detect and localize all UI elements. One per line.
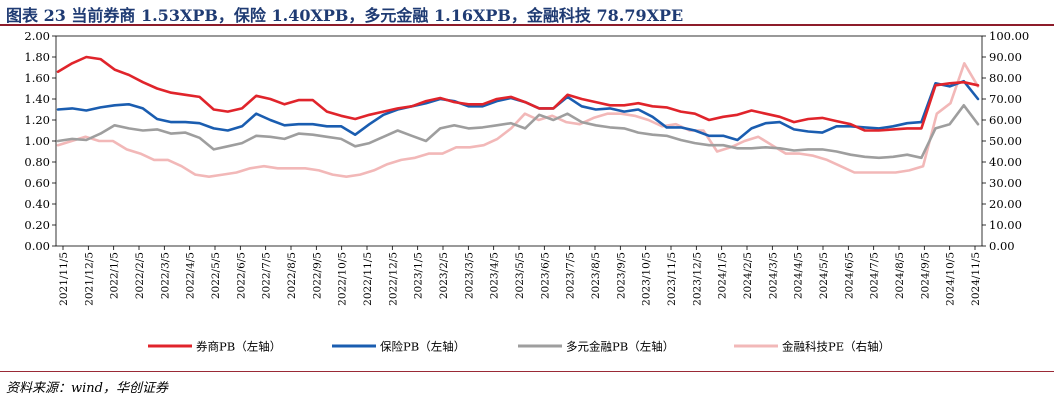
x-tick-label: 2023/6/5 — [539, 252, 551, 299]
x-tick-label: 2024/8/5 — [894, 252, 906, 299]
legend: 券商PB（左轴） 保险PB（左轴） 多元金融PB（左轴） 金融科技PE（右轴） — [148, 340, 890, 354]
y-right-tick-label: 70.00 — [989, 92, 1022, 106]
x-tick-label: 2023/8/5 — [590, 252, 602, 299]
x-tick-label: 2022/5/5 — [210, 252, 222, 299]
x-tick-label: 2024/1/5 — [717, 252, 729, 299]
y-left-tick-label: 1.60 — [24, 71, 50, 85]
y-left-tick-label: 0.20 — [24, 218, 50, 232]
x-tick-label: 2022/11/5 — [362, 252, 374, 306]
x-tick-label: 2024/5/5 — [818, 252, 830, 299]
legend-label: 金融科技PE（右轴） — [782, 340, 890, 354]
y-left-tick-label: 0.40 — [24, 197, 50, 211]
plot-border — [55, 35, 983, 247]
series-line-多元金融PB — [56, 104, 980, 160]
series-line-金融科技PE — [56, 61, 980, 178]
x-tick-label: 2024/9/5 — [919, 252, 931, 299]
x-tick-label: 2022/8/5 — [286, 252, 298, 299]
y-left-tick-label: 2.00 — [24, 29, 50, 43]
y-left-tick-label: 1.40 — [24, 92, 50, 106]
x-tick-label: 2023/11/5 — [666, 252, 678, 306]
x-tick-label: 2021/12/5 — [83, 252, 95, 306]
y-right-tick-label: 30.00 — [989, 176, 1022, 190]
x-tick-label: 2023/9/5 — [615, 252, 627, 299]
y-right-tick-label: 90.00 — [989, 50, 1022, 64]
y-axis-left: 0.00 0.20 0.40 0.60 0.80 1.00 1.20 1.40 1.60 1.80… — [24, 29, 56, 253]
chart-title: 图表 23 当前券商 1.53XPB，保险 1.40XPB，多元金融 1.16X… — [6, 6, 684, 25]
y-left-tick-label: 0.80 — [24, 155, 50, 169]
x-tick-label: 2024/11/5 — [970, 252, 982, 306]
series-line-保险PB — [56, 79, 980, 142]
x-tick-label: 2021/11/5 — [58, 252, 70, 306]
y-right-tick-label: 20.00 — [989, 197, 1022, 211]
y-left-tick-label: 1.80 — [24, 50, 50, 64]
legend-label: 多元金融PB（左轴） — [566, 340, 674, 354]
x-tick-label: 2024/10/5 — [945, 252, 957, 306]
y-right-tick-label: 40.00 — [989, 155, 1022, 169]
y-right-tick-label: 100.00 — [989, 29, 1029, 43]
plot-frame — [55, 35, 983, 247]
series-line-券商PB — [56, 55, 980, 132]
x-tick-label: 2023/4/5 — [489, 252, 501, 299]
y-left-tick-label: 1.00 — [24, 134, 50, 148]
x-tick-label: 2022/9/5 — [311, 252, 323, 299]
x-tick-label: 2022/12/5 — [387, 252, 399, 306]
y-left-tick-label: 1.20 — [24, 113, 50, 127]
series-layer — [56, 55, 980, 178]
legend-label: 券商PB（左轴） — [196, 340, 281, 354]
legend-label: 保险PB（左轴） — [380, 340, 465, 354]
y-right-tick-label: 80.00 — [989, 71, 1022, 85]
y-left-tick-label: 0.00 — [24, 239, 50, 253]
x-tick-label: 2023/12/5 — [691, 252, 703, 306]
x-tick-label: 2023/10/5 — [641, 252, 653, 306]
y-right-tick-label: 0.00 — [989, 239, 1015, 253]
x-tick-label: 2024/7/5 — [869, 252, 881, 299]
x-tick-label: 2023/1/5 — [413, 252, 425, 299]
x-tick-label: 2022/2/5 — [134, 252, 146, 299]
x-tick-label: 2022/10/5 — [337, 252, 349, 306]
x-tick-label: 2022/6/5 — [235, 252, 247, 299]
y-right-tick-label: 10.00 — [989, 218, 1022, 232]
x-tick-label: 2022/1/5 — [109, 252, 121, 299]
x-tick-label: 2023/2/5 — [438, 252, 450, 299]
source-divider — [0, 371, 1054, 372]
x-tick-label: 2024/2/5 — [742, 252, 754, 299]
y-axis-right: 0.00 10.00 20.00 30.00 40.00 50.00 60.00 70.00 8… — [982, 29, 1029, 253]
x-tick-label: 2023/5/5 — [514, 252, 526, 299]
x-tick-label: 2024/3/5 — [767, 252, 779, 299]
x-tick-label: 2024/6/5 — [843, 252, 855, 299]
x-tick-label: 2022/4/5 — [185, 252, 197, 299]
x-axis: 2021/11/5 2021/12/5 2022/1/5 2022/2/5 2022/3… — [58, 246, 982, 306]
x-tick-label: 2022/7/5 — [261, 252, 273, 299]
x-tick-label: 2022/3/5 — [159, 252, 171, 299]
x-tick-label: 2023/3/5 — [463, 252, 475, 299]
source-note: 资料来源：wind，华创证券 — [6, 381, 168, 396]
x-tick-label: 2024/4/5 — [793, 252, 805, 299]
y-right-tick-label: 50.00 — [989, 134, 1022, 148]
title-divider — [0, 24, 1054, 26]
line-chart: 0.00 0.20 0.40 0.60 0.80 1.00 1.20 1.40 1.60 1.80… — [24, 29, 1029, 354]
y-right-tick-label: 60.00 — [989, 113, 1022, 127]
y-left-tick-label: 0.60 — [24, 176, 50, 190]
x-tick-label: 2023/7/5 — [565, 252, 577, 299]
